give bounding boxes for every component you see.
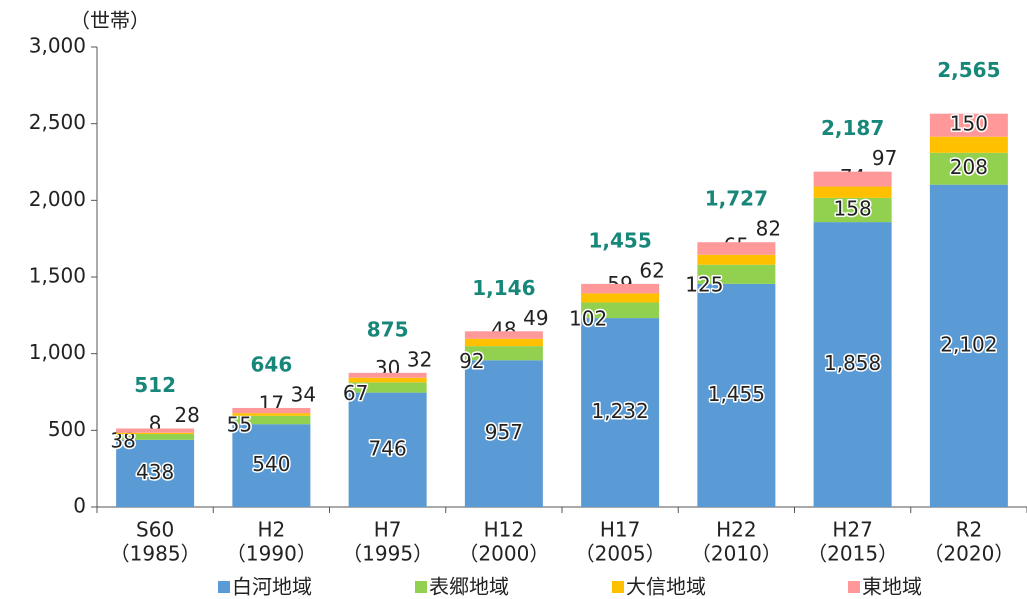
bar-segment [232,424,311,507]
bar-segment [348,392,427,507]
data-label: 158 [834,196,872,220]
x-tick-label: （1995） [342,542,433,566]
legend-label: 大信地域 [626,575,706,599]
bar-segment [929,152,1008,185]
total-label: 1,727 [705,187,768,211]
data-label: 34 [291,382,316,406]
y-tick-label: 1,500 [29,264,86,288]
data-label: 82 [756,217,781,241]
bar-segment [581,302,660,319]
bar-segment [697,283,776,507]
y-tick-label: 500 [48,417,86,441]
y-tick-label: 3,000 [29,34,86,58]
data-label: 1,455 [708,382,765,406]
x-tick-label: （2000） [458,542,549,566]
bar-segment [232,413,311,416]
data-label: 1,858 [824,351,881,375]
bar-segment [116,428,195,433]
bar-segment [348,377,427,383]
bar-segment [116,434,195,440]
data-label: 125 [685,272,723,296]
bar-segment [813,171,892,187]
data-label: 208 [950,155,988,179]
legend-swatch [848,581,860,593]
legend-swatch [612,581,624,593]
data-label: 540 [252,452,290,476]
data-label: 67 [343,381,368,405]
data-label: 2,102 [940,332,997,356]
y-tick-label: 2,000 [29,187,86,211]
bar-segment [464,331,543,339]
legend-label: 表郷地域 [429,575,509,599]
total-label: 646 [251,352,293,376]
total-label: 2,565 [937,58,1000,82]
legend-swatch [218,581,230,593]
data-label: 92 [459,349,484,373]
y-tick-label: 1,000 [29,340,86,364]
y-unit: （世帯） [70,9,150,33]
data-label: 28 [174,403,199,427]
x-tick-label: （2015） [807,542,898,566]
data-label: 438 [136,460,174,484]
data-label: 55 [227,413,252,437]
bar-segment [464,346,543,361]
data-label: 746 [369,436,407,460]
bar-segment [581,318,660,507]
bar-segment [348,372,427,378]
bar-segment [697,242,776,255]
x-tick-label: S60 [136,518,174,542]
data-label: 150 [950,112,988,136]
x-tick-label: （2020） [923,542,1014,566]
y-tick-label: 0 [73,494,86,518]
x-tick-label: H12 [484,518,525,542]
data-label: 1,232 [591,399,648,423]
data-label: 97 [872,146,897,170]
bar-segment [697,254,776,265]
x-tick-label: H17 [600,518,641,542]
x-tick-label: （1990） [226,542,317,566]
bar-segment [232,407,311,414]
legend-label: 白河地域 [232,575,312,599]
data-label: 62 [639,258,664,282]
bar-segment [813,222,892,507]
bar-segment [464,360,543,507]
bar-segment [697,264,776,284]
x-tick-label: （2005） [575,542,666,566]
y-tick-label: 2,500 [29,110,86,134]
x-tick-label: （2010） [691,542,782,566]
bar-segment [813,186,892,198]
total-label: 1,455 [588,228,651,252]
data-label: 49 [523,306,548,330]
legend-label: 東地域 [862,575,922,599]
x-tick-label: H22 [716,518,757,542]
total-label: 875 [367,317,409,341]
x-tick-label: R2 [956,518,983,542]
bar-segment [929,184,1008,507]
x-tick-label: H2 [257,518,285,542]
bar-segment [813,197,892,223]
bar-segment [929,113,1008,137]
total-label: 512 [134,373,176,397]
bar-segment [116,439,195,507]
data-label: 32 [407,347,432,371]
data-label: 102 [569,307,607,331]
bar-segment [581,293,660,303]
bar-segment [116,432,195,435]
bar-segment [581,283,660,294]
bar-segment [464,338,543,347]
data-label: 957 [485,420,523,444]
total-label: 1,146 [472,276,535,300]
bar-segment [348,382,427,393]
x-tick-label: H7 [374,518,402,542]
total-label: 2,187 [821,116,884,140]
bar-segment [232,415,311,425]
x-tick-label: （1985） [110,542,201,566]
legend-swatch [415,581,427,593]
bar-segment [929,136,1008,153]
x-tick-label: H27 [832,518,873,542]
